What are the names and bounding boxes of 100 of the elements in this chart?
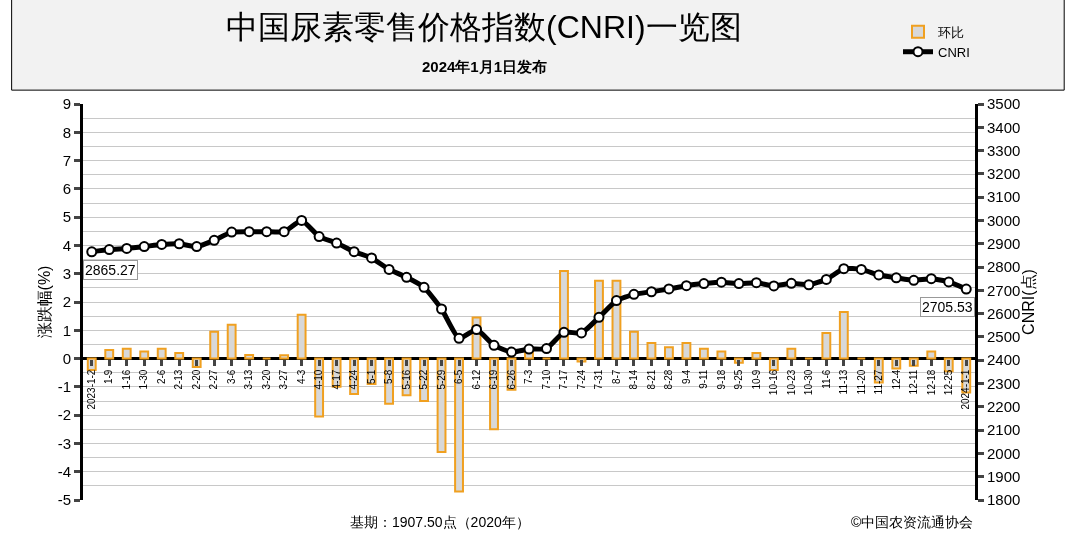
point — [803, 279, 815, 291]
legend-label: 环比 — [938, 24, 964, 40]
bar — [629, 330, 639, 360]
x-tick-label: 4-10 — [313, 369, 325, 390]
point — [610, 295, 622, 307]
x-tick-label: 7-31 — [593, 369, 605, 390]
point — [278, 226, 290, 238]
bar — [121, 347, 132, 360]
x-tick-label: 9-18 — [715, 369, 727, 390]
point — [401, 271, 413, 283]
y2-tick-label: 2100 — [987, 421, 1021, 439]
y2-tick-label: 3200 — [987, 165, 1021, 183]
x-tick-label: 9-25 — [733, 369, 745, 390]
point — [855, 263, 867, 275]
x-tick-label: 3-6 — [225, 369, 237, 385]
bar — [296, 313, 307, 360]
x-tick-label: 3-27 — [278, 369, 290, 390]
x-tick-label: 2-6 — [155, 369, 167, 385]
x-tick-label: 4-17 — [330, 369, 342, 390]
y-tick-label: 1 — [62, 321, 71, 339]
point — [121, 242, 133, 254]
x-tick-label: 5-8 — [383, 369, 395, 385]
y-tick-label: 6 — [62, 180, 71, 198]
x-tick-label: 12-11 — [908, 369, 920, 395]
point — [366, 252, 378, 264]
point — [156, 238, 168, 250]
point — [453, 332, 465, 344]
point — [86, 246, 98, 258]
x-tick-label: 11-27 — [873, 369, 885, 395]
y2-tick-label: 2000 — [987, 444, 1021, 462]
x-tick-label: 9-4 — [680, 369, 692, 385]
y-tick-label: 7 — [62, 151, 71, 169]
y-tick-label: 2 — [62, 293, 71, 311]
point — [838, 263, 850, 275]
y2-tick-label: 3100 — [987, 188, 1021, 206]
y2-tick-label: 2800 — [987, 258, 1021, 276]
bar — [104, 349, 115, 360]
point — [593, 311, 605, 323]
y-tick-label: -3 — [57, 434, 71, 452]
point — [890, 272, 902, 284]
y-tick-label: 8 — [62, 123, 71, 141]
point — [785, 277, 797, 289]
y2-tick-label: 2600 — [987, 304, 1021, 322]
y-tick-label: 3 — [62, 264, 71, 282]
bar — [646, 342, 657, 360]
x-tick-label: 9-11 — [698, 369, 710, 389]
point — [418, 281, 430, 293]
point — [173, 238, 185, 250]
point — [383, 263, 395, 275]
bar — [454, 357, 464, 493]
y2-tick-label: 2700 — [987, 281, 1021, 299]
point — [768, 280, 780, 292]
point — [698, 278, 710, 290]
y-tick-label: -2 — [57, 406, 71, 424]
point — [261, 226, 273, 238]
x-tick-label: 7-24 — [575, 369, 587, 390]
point — [820, 273, 832, 285]
x-tick-label: 2024-1-1 — [960, 369, 972, 410]
bar — [226, 323, 237, 360]
x-tick-label: 2-27 — [208, 369, 220, 390]
point — [103, 244, 115, 256]
point — [715, 276, 727, 288]
y2-tick-label: 2900 — [987, 235, 1021, 253]
annotation: 2865.27 — [85, 262, 136, 278]
bar — [716, 350, 727, 360]
x-tick-label: 12-18 — [925, 369, 937, 396]
point — [628, 288, 640, 300]
point — [523, 343, 535, 355]
bar — [926, 350, 937, 360]
x-tick-label: 10-16 — [768, 369, 780, 396]
point — [645, 286, 657, 298]
y2-tick-label: 3000 — [987, 211, 1021, 229]
y2-tick-label: 3400 — [987, 118, 1021, 136]
point — [436, 303, 448, 315]
x-tick-label: 5-29 — [435, 369, 447, 390]
point — [943, 276, 955, 288]
point — [960, 283, 972, 295]
y2-tick-label: 3500 — [987, 95, 1021, 113]
bar — [838, 310, 849, 360]
x-tick-label: 8-21 — [645, 369, 657, 390]
x-tick-label: 10-23 — [785, 369, 797, 396]
point — [226, 226, 238, 238]
bar — [139, 350, 150, 360]
point — [331, 237, 343, 249]
point — [663, 283, 675, 295]
y2-tick-label: 2300 — [987, 374, 1021, 392]
x-tick-label: 4-3 — [295, 369, 307, 385]
bar — [751, 351, 762, 360]
point — [138, 241, 150, 253]
y-tick-label: -4 — [57, 462, 71, 480]
y-tick-label: 0 — [62, 349, 71, 367]
x-tick-label: 12-4 — [890, 369, 902, 390]
bar — [156, 347, 167, 360]
bar — [663, 346, 674, 360]
y-tick-label: 9 — [62, 95, 71, 113]
point — [873, 269, 885, 281]
x-tick-label: 3-20 — [260, 369, 272, 390]
bar — [786, 347, 797, 360]
text: ©中国农资流通协会 — [851, 514, 974, 530]
y2-tick-label: 2500 — [987, 328, 1021, 346]
